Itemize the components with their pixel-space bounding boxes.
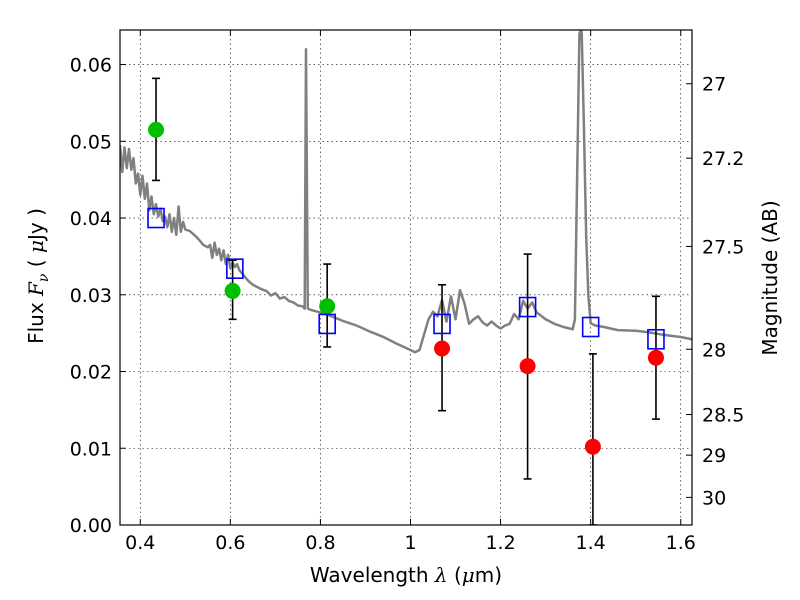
y-tick-label: 0.03 xyxy=(70,285,112,307)
data-point xyxy=(434,340,451,357)
x-tick-label: 0.6 xyxy=(215,532,245,554)
y-axis-title: Flux Fν ( μJy ) xyxy=(24,208,52,344)
axes-frame xyxy=(119,29,693,526)
y-right-tick-label: 27.5 xyxy=(702,236,744,258)
model-band-point xyxy=(647,328,665,350)
plot-frame xyxy=(119,29,693,526)
x-axis: 0.4 0.6 0.8 1 1.2 1.4 1.6 xyxy=(125,30,696,554)
y-tick-label: 0.00 xyxy=(70,515,112,537)
y-right-tick-label: 27 xyxy=(702,74,726,96)
model-band-point xyxy=(147,207,165,229)
model-band-point xyxy=(226,258,244,279)
x-axis-title: Wavelength λ (μm) xyxy=(310,563,502,587)
y-right-tick-label: 29 xyxy=(702,445,726,467)
y-right-tick-label: 30 xyxy=(702,487,726,509)
y-tick-label: 0.02 xyxy=(70,362,112,384)
data-point xyxy=(584,438,601,455)
y-right-tick-label: 27.2 xyxy=(702,148,744,170)
y-right-tick-label: 28.5 xyxy=(702,404,744,426)
y-tick-label: 0.06 xyxy=(70,55,112,77)
model-spectrum-line xyxy=(120,30,692,354)
data-point xyxy=(319,298,336,315)
model-band-point xyxy=(581,316,600,338)
data-point xyxy=(148,121,165,138)
data-point xyxy=(519,358,536,375)
y-axis-right-title: Magnitude (AB) xyxy=(758,200,782,355)
y-tick-label: 0.04 xyxy=(70,208,112,230)
x-tick-label: 1.6 xyxy=(666,532,696,554)
y-axis-right: 27 27.2 27.5 28 28.5 29 30 xyxy=(686,74,744,509)
x-tick-label: 1.2 xyxy=(485,532,515,554)
data-point xyxy=(647,349,664,366)
x-tick-label: 1.4 xyxy=(576,532,606,554)
y-tick-label: 0.01 xyxy=(70,438,112,460)
data-point xyxy=(224,282,241,299)
plot-area xyxy=(120,30,692,525)
model-band-point xyxy=(518,296,537,318)
x-tick-label: 1 xyxy=(404,532,416,554)
grid xyxy=(120,30,692,526)
model-band-point xyxy=(318,313,336,335)
y-right-tick-label: 28 xyxy=(702,339,726,361)
y-axis-left: 0.00 0.01 0.02 0.03 0.04 0.05 0.06 xyxy=(70,55,126,537)
x-tick-label: 0.8 xyxy=(305,532,335,554)
x-tick-label: 0.4 xyxy=(125,532,155,554)
model-band-point xyxy=(433,313,451,335)
y-tick-label: 0.05 xyxy=(70,131,112,153)
